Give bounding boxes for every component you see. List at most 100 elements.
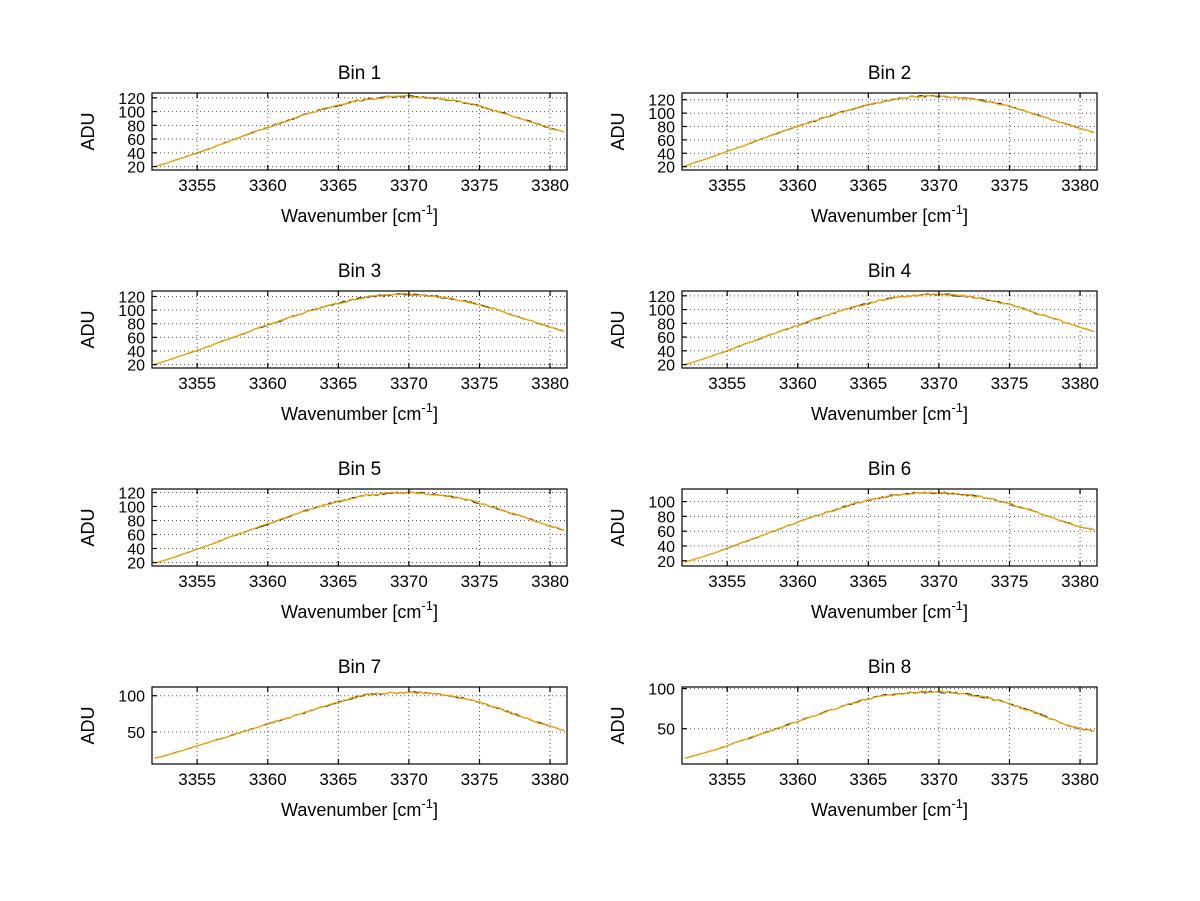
x-axis-label: Wavenumber [cm-1] (281, 202, 438, 226)
y-tick-label: 20 (127, 160, 145, 177)
spectrum-line (154, 490, 565, 564)
spectrum-line (684, 293, 1095, 366)
x-tick-label: 3375 (991, 572, 1029, 591)
x-axis-label: Wavenumber [cm-1] (811, 400, 968, 424)
subplot-title: Bin 3 (338, 261, 381, 282)
y-tick-label: 60 (127, 330, 145, 347)
spectrum-speck-line (154, 293, 565, 366)
y-tick-label: 80 (127, 317, 145, 334)
x-tick-label: 3365 (849, 770, 887, 789)
y-tick-label: 120 (118, 91, 145, 108)
x-tick-label: 3370 (390, 770, 428, 789)
x-tick-label: 3360 (779, 770, 817, 789)
x-tick-label: 3380 (531, 572, 569, 591)
y-tick-label: 40 (657, 539, 675, 556)
y-tick-label: 20 (657, 160, 675, 177)
spectrum-speck-line (154, 691, 565, 759)
x-tick-label: 3380 (531, 374, 569, 393)
x-tick-label: 3365 (849, 374, 887, 393)
x-tick-label: 3370 (920, 770, 958, 789)
x-tick-label: 3360 (779, 176, 817, 195)
subplot-title: Bin 4 (868, 261, 912, 282)
x-tick-label: 3365 (319, 770, 357, 789)
spectrum-speck-line (684, 491, 1095, 563)
y-tick-label: 100 (648, 106, 675, 123)
axes-box (151, 92, 568, 171)
axes-box (681, 488, 1098, 567)
subplot-title: Bin 1 (338, 63, 381, 84)
y-tick-label: 40 (657, 146, 675, 163)
spectrum-line (684, 94, 1095, 167)
x-tick-label: 3375 (991, 176, 1029, 195)
y-tick-label: 40 (127, 344, 145, 361)
y-tick-label: 80 (127, 514, 145, 531)
axes-box (151, 488, 568, 567)
y-tick-label: 100 (118, 303, 145, 320)
x-tick-label: 3355 (708, 374, 746, 393)
y-tick-label: 20 (657, 358, 675, 375)
y-tick-label: 100 (648, 495, 675, 512)
subplot-title: Bin 5 (338, 459, 381, 480)
y-tick-label: 80 (657, 316, 675, 333)
x-axis-label: Wavenumber [cm-1] (281, 598, 438, 622)
y-tick-label: 60 (657, 133, 675, 150)
x-tick-label: 3375 (461, 770, 499, 789)
y-tick-label: 50 (127, 725, 145, 742)
y-tick-label: 40 (127, 146, 145, 163)
x-tick-label: 3365 (319, 572, 357, 591)
x-axis-label: Wavenumber [cm-1] (811, 796, 968, 820)
y-axis-label: ADU (78, 310, 98, 348)
x-tick-label: 3380 (531, 176, 569, 195)
y-tick-label: 100 (648, 303, 675, 320)
axes-box (151, 290, 568, 369)
y-tick-label: 40 (657, 344, 675, 361)
y-tick-label: 100 (118, 500, 145, 517)
x-tick-label: 3360 (249, 572, 287, 591)
axes-box (681, 92, 1098, 171)
x-tick-label: 3355 (708, 572, 746, 591)
x-tick-label: 3365 (319, 176, 357, 195)
x-tick-label: 3375 (461, 572, 499, 591)
x-tick-label: 3355 (178, 374, 216, 393)
x-axis-label: Wavenumber [cm-1] (811, 202, 968, 226)
y-tick-label: 40 (127, 542, 145, 559)
x-axis-label: Wavenumber [cm-1] (281, 796, 438, 820)
x-tick-label: 3355 (178, 770, 216, 789)
x-tick-label: 3375 (991, 770, 1029, 789)
x-tick-label: 3370 (920, 374, 958, 393)
spectrum-speck-line (154, 491, 565, 564)
y-axis-label: ADU (608, 112, 628, 150)
subplot-bin-8: 3355 3360 3365 3370 3375 3380 50 100 Bin 8 Wavenu… (608, 657, 1099, 820)
axes-box (151, 686, 568, 765)
x-tick-label: 3375 (991, 374, 1029, 393)
axes-box (681, 686, 1098, 765)
y-tick-label: 120 (648, 289, 675, 306)
spectrum-line (154, 691, 565, 760)
y-tick-label: 50 (657, 722, 675, 739)
y-tick-label: 100 (648, 682, 675, 699)
y-tick-label: 120 (648, 93, 675, 110)
y-tick-label: 80 (657, 119, 675, 136)
y-tick-label: 60 (657, 524, 675, 541)
y-tick-label: 120 (118, 289, 145, 306)
y-axis-label: ADU (608, 310, 628, 348)
y-tick-label: 100 (118, 689, 145, 706)
x-axis-label: Wavenumber [cm-1] (281, 400, 438, 424)
x-tick-label: 3370 (920, 572, 958, 591)
y-tick-label: 60 (127, 528, 145, 545)
y-tick-label: 60 (127, 132, 145, 149)
y-axis-label: ADU (78, 508, 98, 546)
x-tick-label: 3365 (319, 374, 357, 393)
subplot-title: Bin 2 (868, 63, 911, 84)
x-tick-label: 3360 (779, 572, 817, 591)
y-tick-label: 20 (127, 358, 145, 375)
subplot-title: Bin 7 (338, 657, 381, 678)
spectrum-line (154, 94, 565, 168)
x-tick-label: 3370 (920, 176, 958, 195)
spectrum-speck-line (684, 94, 1095, 167)
